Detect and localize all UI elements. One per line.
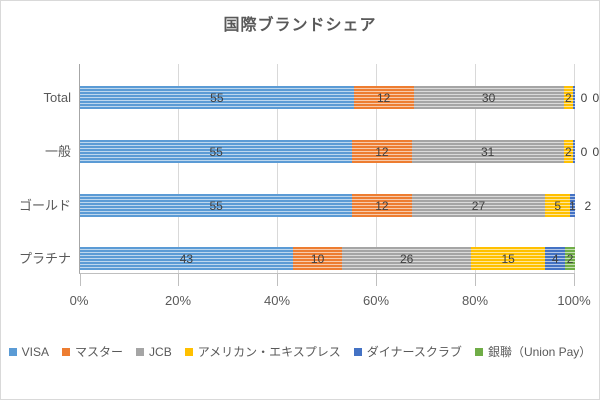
bar-segment-label: 10: [310, 251, 325, 266]
legend-label: ダイナースクラブ: [366, 345, 462, 359]
x-axis-label: 20%: [164, 293, 192, 308]
axis-tick: [80, 273, 81, 286]
bar-segment: [342, 247, 472, 270]
legend-label: マスター: [75, 345, 124, 359]
axis-tick: [277, 273, 278, 286]
bar-segment: [563, 140, 573, 163]
x-axis-label: 40%: [263, 293, 291, 308]
legend-swatch-icon: [62, 347, 71, 356]
legend-swatch-icon: [8, 347, 17, 356]
x-axis-label: 100%: [557, 293, 591, 308]
bar-segment: [413, 86, 564, 109]
legend-swatch-icon: [353, 347, 362, 356]
bar-segment-label: 43: [179, 251, 194, 266]
bar-segment-label: 4: [551, 251, 559, 266]
axis-tick: [574, 273, 575, 286]
legend-swatch-icon: [184, 347, 193, 356]
axis-tick: [475, 273, 476, 286]
bar-segment: [570, 194, 575, 217]
bar-segment-label: 2: [566, 251, 574, 266]
bar-segment: [545, 247, 566, 270]
bar-segment-label: 26: [400, 251, 414, 266]
bar-row: 55 12 31 2 0 0: [80, 140, 599, 163]
gridline: [376, 64, 377, 273]
bar-segment: [563, 86, 573, 109]
category-label: 一般: [44, 143, 71, 159]
bar-segment: [411, 194, 546, 217]
bar-segment: [352, 140, 412, 163]
legend-label: アメリカン・エキスプレス: [197, 345, 341, 359]
bar-segment-label: 15: [501, 251, 515, 266]
legend-swatch-icon: [474, 347, 483, 356]
legend-item: マスター: [62, 343, 123, 360]
bar-segment-label: 2: [564, 90, 572, 105]
plot-area: 55 12 30 2 0 0 55 12 31 2 0 0 55 12 27 5 1 2 43 10 26 15 4 2: [79, 64, 599, 286]
axis-tick: [376, 273, 377, 286]
bar-segment-label: 0: [592, 144, 600, 159]
bar-segment-label: 55: [209, 198, 223, 213]
x-axis-label: 60%: [362, 293, 390, 308]
legend-item: VISA: [8, 344, 50, 359]
axis-tick: [178, 273, 179, 286]
bar-segment-label: 5: [554, 198, 562, 213]
bar-segment-label: 0: [580, 144, 588, 159]
bar-segment: [565, 247, 575, 270]
legend-item: 銀聯（Union Pay）: [474, 343, 592, 360]
gridline: [277, 64, 278, 273]
x-axis-label: 0%: [69, 293, 89, 308]
bar-segment: [352, 194, 412, 217]
bar-segment-label: 12: [375, 144, 389, 159]
bar-segment-label: 0: [580, 90, 588, 105]
bar-segment-label: 12: [376, 90, 391, 105]
legend-label: VISA: [21, 344, 50, 359]
bar-segment: [411, 140, 564, 163]
bar-segment-label: 0: [592, 90, 600, 105]
bar-segment-label: 55: [210, 90, 224, 105]
legend-item: ダイナースクラブ: [353, 343, 462, 360]
bar-segment-label: 55: [209, 144, 223, 159]
bar-segment: [353, 86, 414, 109]
legend-label: JCB: [149, 344, 172, 359]
legend-item: アメリカン・エキスプレス: [184, 343, 341, 360]
bar-segment: [80, 140, 353, 163]
category-label: ゴールド: [18, 197, 71, 213]
bar-segment: [80, 194, 353, 217]
category-label: Total: [43, 89, 71, 105]
bar-segment-label: 27: [471, 198, 486, 213]
legend-item: JCB: [136, 345, 172, 359]
bar-row: 55 12 30 2 0 0: [80, 86, 599, 109]
gridline: [475, 64, 476, 273]
bar-row: 43 10 26 15 4 2: [80, 247, 575, 270]
bar-segment: [573, 140, 575, 163]
category-label: プラチナ: [18, 250, 71, 266]
legend-label: 銀聯（Union Pay）: [487, 345, 592, 359]
bar-segment-label: 31: [480, 144, 495, 159]
bar-segment-label: 30: [481, 90, 496, 105]
legend-swatch-icon: [136, 347, 145, 356]
bar-row: 55 12 27 5 1 2: [80, 194, 591, 217]
chart-title: 国際ブランドシェア: [223, 17, 377, 34]
bar-segment: [80, 247, 293, 270]
bar-segment: [292, 247, 343, 270]
bar-segment-label: 12: [375, 198, 389, 213]
bar-segment: [80, 86, 354, 109]
gridline: [574, 64, 575, 273]
bar-segment-label: 1: [569, 198, 576, 213]
bar-segment: [545, 194, 571, 217]
bar-segment: [471, 247, 546, 270]
bar-segment-label: 2: [564, 144, 572, 159]
bar-segment-label: 2: [584, 198, 592, 213]
bar-segment: [573, 86, 575, 109]
x-axis-label: 80%: [461, 293, 489, 308]
gridline: [178, 64, 179, 273]
legend: VISA マスター JCB アメリカン・エキスプレス ダイナースクラブ 銀聯（Union …: [1, 343, 599, 360]
